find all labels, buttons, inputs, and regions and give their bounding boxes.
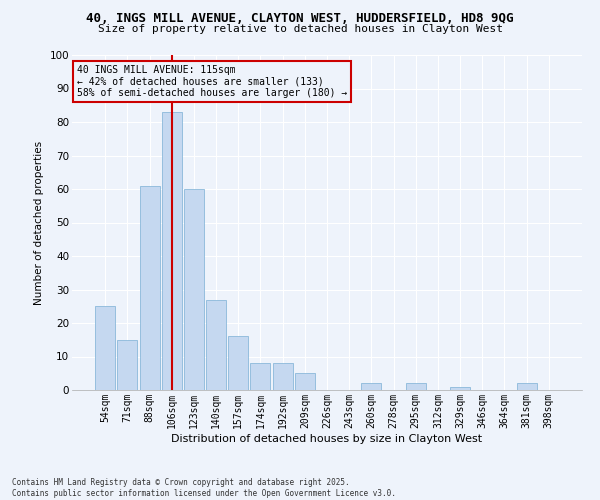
Bar <box>361 384 382 390</box>
Bar <box>228 336 248 390</box>
Bar <box>206 300 226 390</box>
Bar <box>517 384 536 390</box>
Bar <box>406 384 426 390</box>
Text: 40, INGS MILL AVENUE, CLAYTON WEST, HUDDERSFIELD, HD8 9QG: 40, INGS MILL AVENUE, CLAYTON WEST, HUDD… <box>86 12 514 26</box>
Bar <box>184 189 204 390</box>
X-axis label: Distribution of detached houses by size in Clayton West: Distribution of detached houses by size … <box>172 434 482 444</box>
Text: Contains HM Land Registry data © Crown copyright and database right 2025.
Contai: Contains HM Land Registry data © Crown c… <box>12 478 396 498</box>
Bar <box>250 363 271 390</box>
Y-axis label: Number of detached properties: Number of detached properties <box>34 140 44 304</box>
Bar <box>162 112 182 390</box>
Text: Size of property relative to detached houses in Clayton West: Size of property relative to detached ho… <box>97 24 503 34</box>
Bar <box>140 186 160 390</box>
Bar <box>295 373 315 390</box>
Bar <box>450 386 470 390</box>
Text: 40 INGS MILL AVENUE: 115sqm
← 42% of detached houses are smaller (133)
58% of se: 40 INGS MILL AVENUE: 115sqm ← 42% of det… <box>77 65 347 98</box>
Bar <box>272 363 293 390</box>
Bar <box>118 340 137 390</box>
Bar <box>95 306 115 390</box>
